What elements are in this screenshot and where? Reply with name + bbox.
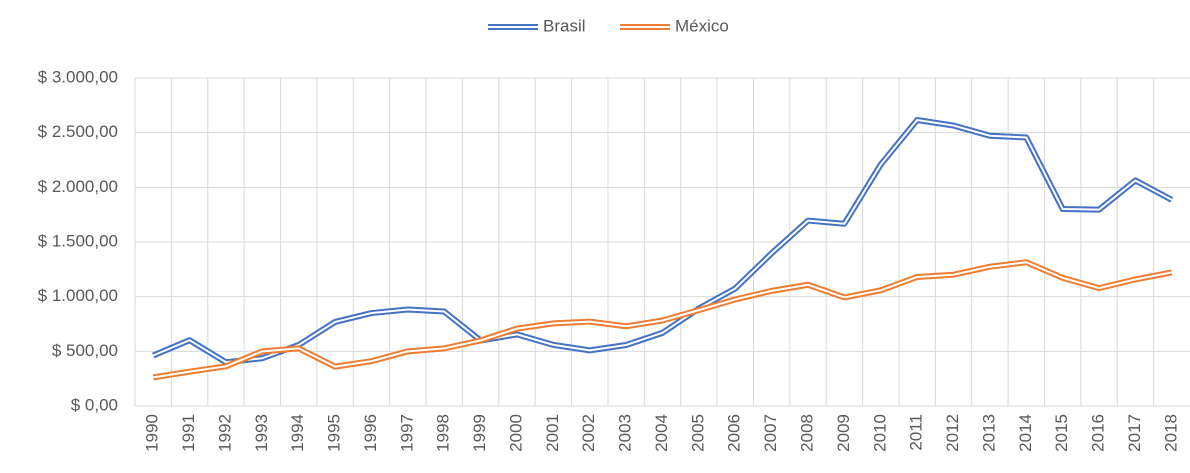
y-tick-label: $ 2.500,00 [38, 122, 118, 141]
x-tick-label: 2014 [1016, 414, 1035, 452]
y-tick-label: $ 3.000,00 [38, 67, 118, 86]
x-tick-label: 2015 [1052, 414, 1071, 452]
series-line-inner [153, 261, 1172, 379]
x-tick-label: 2000 [506, 414, 525, 452]
x-tick-label: 2001 [543, 414, 562, 452]
x-tick-label: 1991 [179, 414, 198, 452]
x-tick-label: 2006 [725, 414, 744, 452]
x-tick-label: 1999 [470, 414, 489, 452]
x-tick-label: 2003 [616, 414, 635, 452]
x-tick-label: 2004 [652, 414, 671, 452]
legend-label: México [675, 16, 729, 35]
y-tick-label: $ 2.000,00 [38, 177, 118, 196]
x-tick-label: 2010 [870, 414, 889, 452]
y-tick-label: $ 0,00 [71, 395, 118, 414]
x-tick-label: 1997 [397, 414, 416, 452]
x-tick-label: 1992 [215, 414, 234, 452]
y-tick-label: $ 500,00 [52, 341, 118, 360]
x-tick-label: 2011 [907, 414, 926, 451]
x-tick-label: 1996 [361, 414, 380, 452]
x-tick-label: 1995 [325, 414, 344, 452]
x-tick-label: 2017 [1125, 414, 1144, 452]
x-tick-label: 1990 [143, 414, 162, 452]
series-line-inner [152, 118, 1173, 364]
x-tick-label: 2008 [798, 414, 817, 452]
x-tick-label: 2016 [1089, 414, 1108, 452]
x-tick-label: 2013 [979, 414, 998, 452]
x-tick-label: 2018 [1161, 414, 1180, 452]
x-tick-label: 1994 [288, 414, 307, 452]
y-tick-label: $ 1.500,00 [38, 231, 118, 250]
series-line [152, 116, 1174, 366]
y-tick-label: $ 1.000,00 [38, 286, 118, 305]
x-tick-label: 2002 [579, 414, 598, 452]
x-tick-label: 2007 [761, 414, 780, 452]
x-tick-label: 2012 [943, 414, 962, 452]
legend-label: Brasil [543, 16, 586, 35]
x-tick-label: 1993 [252, 414, 271, 452]
x-tick-label: 2009 [834, 414, 853, 452]
x-tick-label: 2005 [688, 414, 707, 452]
x-tick-label: 1998 [434, 414, 453, 452]
